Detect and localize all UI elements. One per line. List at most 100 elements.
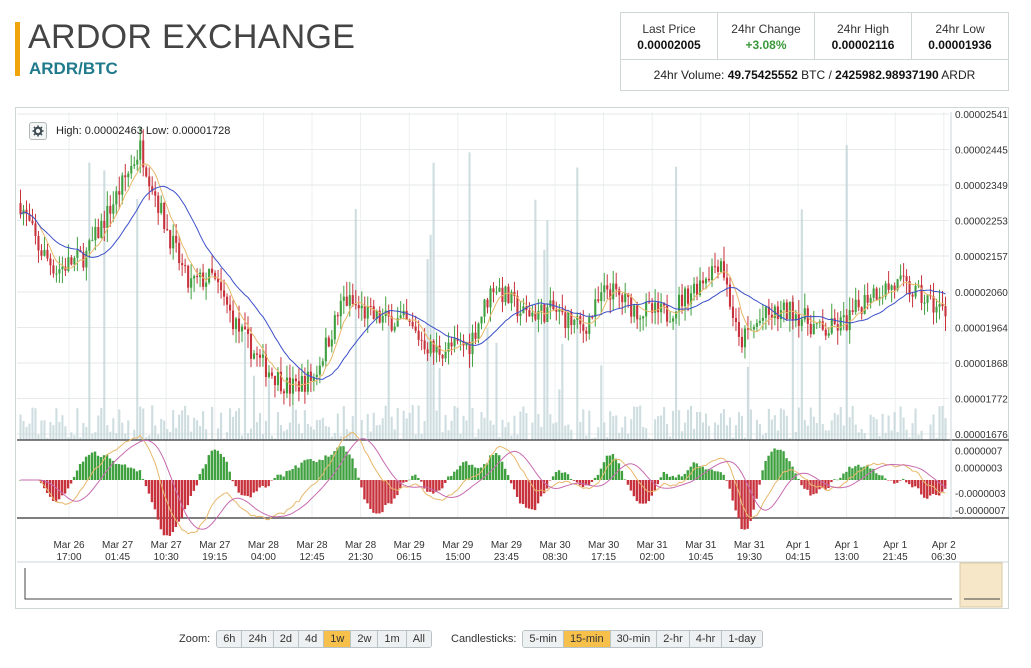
time-axis-time: 21:45: [883, 552, 908, 563]
candle-body: [501, 287, 504, 303]
volume-bar: [899, 406, 902, 440]
macd-histogram-bar: [228, 471, 231, 480]
candle-body: [267, 372, 271, 378]
volume-bar: [450, 420, 453, 440]
candle-body: [321, 361, 324, 366]
volume-bar: [321, 417, 324, 440]
candle-body: [447, 342, 450, 352]
zoom-1w[interactable]: 1w: [324, 630, 352, 647]
zoom-4d[interactable]: 4d: [299, 630, 325, 647]
time-axis-time: 08:30: [542, 552, 567, 563]
volume-bar: [731, 437, 735, 440]
chart-canvas[interactable]: 0.00002541 0.00002445 0.00002349 0.00002253…: [16, 108, 1010, 610]
zoom-all[interactable]: All: [406, 630, 431, 647]
macd-histogram-bar: [108, 458, 112, 480]
macd-histogram-bar: [138, 470, 142, 480]
macd-histogram-bar: [551, 476, 555, 480]
candle-body: [133, 164, 136, 167]
candle-body: [770, 314, 773, 319]
candle-body: [534, 312, 537, 320]
candle-body: [716, 266, 720, 272]
candle-body: [193, 276, 196, 279]
volume-bar: [19, 414, 22, 440]
macd-histogram-bar: [75, 470, 79, 480]
volume-bar: [112, 418, 115, 440]
macd-histogram-bar: [126, 467, 130, 480]
candle-body: [528, 310, 531, 317]
macd-histogram-bar: [821, 480, 824, 489]
candle-body: [779, 310, 782, 320]
volume-bar: [25, 426, 28, 440]
candle-1day[interactable]: 1-day: [722, 630, 762, 647]
candle-body: [654, 302, 657, 313]
macd-histogram-bar: [629, 480, 633, 491]
candle-30min[interactable]: 30-min: [610, 630, 658, 647]
macd-histogram-bar: [770, 451, 773, 480]
candle-body: [64, 266, 67, 271]
volume-bar: [794, 431, 797, 440]
candle-body: [252, 353, 256, 359]
volume-bar: [474, 436, 477, 440]
zoom-6h[interactable]: 6h: [217, 630, 243, 647]
candle-body: [591, 316, 594, 318]
candle-15min[interactable]: 15-min: [563, 630, 611, 647]
volume-bar: [842, 425, 845, 440]
candle-body: [240, 326, 244, 332]
candle-body: [687, 288, 690, 304]
volume-bar: [669, 436, 672, 440]
macd-histogram-bar: [129, 467, 133, 480]
volume-bar: [381, 418, 384, 440]
zoom-24h[interactable]: 24h: [242, 630, 274, 647]
candle-body: [740, 336, 743, 348]
macd-histogram-bar: [788, 461, 791, 480]
macd-histogram-bar: [78, 464, 82, 480]
macd-histogram-bar: [363, 480, 366, 500]
candle-4hr[interactable]: 4-hr: [689, 630, 723, 647]
candle-body: [444, 351, 447, 359]
volume-bar: [734, 425, 738, 440]
macd-histogram-bar: [644, 480, 648, 504]
macd-histogram-bar: [638, 480, 642, 504]
candle-body: [516, 295, 519, 317]
volume-bar: [692, 428, 696, 440]
zoom-2w[interactable]: 2w: [351, 630, 379, 647]
volume-bar: [498, 436, 501, 440]
candle-body: [692, 283, 696, 294]
zoom-1m[interactable]: 1m: [378, 630, 407, 647]
volume-bar: [234, 411, 238, 440]
macd-histogram-bar: [465, 461, 468, 480]
macd-histogram-bar: [665, 473, 669, 480]
candle-body: [312, 377, 315, 381]
volume-bar: [833, 412, 836, 440]
price-chart[interactable]: 0.00002541 0.00002445 0.00002349 0.00002253…: [15, 107, 1009, 609]
macd-histogram-bar: [866, 465, 869, 480]
macd-histogram-bar: [626, 480, 630, 485]
macd-histogram-bar: [812, 480, 815, 495]
candle-body: [411, 321, 414, 327]
macd-histogram-bar: [926, 480, 929, 499]
macd-histogram-bar: [63, 480, 67, 494]
zoom-2d[interactable]: 2d: [273, 630, 300, 647]
volume-bar: [58, 421, 61, 440]
chart-settings-button[interactable]: [29, 122, 47, 140]
macd-histogram-bar: [779, 449, 782, 480]
candle-5min[interactable]: 5-min: [523, 630, 564, 647]
macd-histogram-bar: [728, 480, 731, 489]
candle-body: [549, 300, 552, 308]
macd-histogram-bar: [743, 480, 746, 530]
candle-2hr[interactable]: 2-hr: [657, 630, 690, 647]
macd-histogram-bar: [183, 480, 187, 510]
volume-bar: [743, 437, 746, 440]
low-value: 0.00001936: [928, 38, 992, 52]
volume-bar: [387, 325, 390, 440]
volume-bar: [52, 425, 55, 440]
candle-body: [854, 299, 857, 313]
candle-body: [908, 281, 911, 295]
volume-bar: [728, 417, 732, 440]
candle-body: [672, 318, 675, 322]
candle-body: [300, 376, 303, 392]
volume-bar: [172, 410, 175, 440]
macd-histogram-bar: [156, 480, 160, 520]
candle-body: [782, 302, 785, 311]
candle-body: [731, 306, 735, 318]
